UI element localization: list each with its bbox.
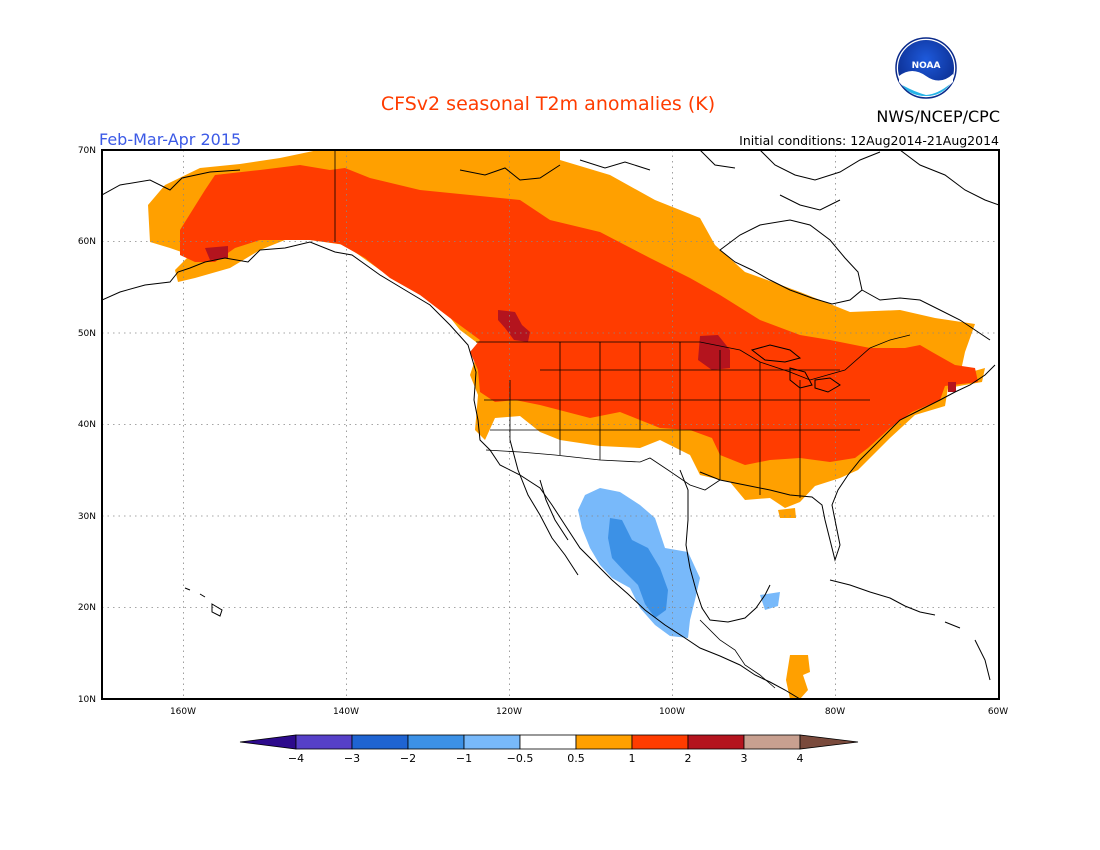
colorbar-end-high (799, 734, 859, 750)
lon-label: 60W (988, 707, 1008, 717)
anomaly-region-central-america (786, 655, 810, 699)
map-panel (102, 150, 999, 699)
logo-text: NOAA (912, 61, 941, 71)
lon-label: 160W (170, 707, 196, 717)
lat-label: 50N (78, 329, 96, 339)
colorbar-tick-label: −1 (456, 752, 472, 765)
colorbar-segment (351, 734, 409, 750)
lon-label: 80W (825, 707, 845, 717)
lon-label: 140W (333, 707, 359, 717)
lat-label: 70N (78, 146, 96, 156)
anomaly-region-2-3-northeast (948, 382, 956, 392)
anomaly-region-2-3 (205, 246, 228, 260)
colorbar-segment (687, 734, 745, 750)
agency-label: NWS/NCEP/CPC (876, 107, 1000, 126)
colorbar-segment (295, 734, 353, 750)
anomaly-region-2-3-rockies (498, 310, 530, 342)
anomaly-region-florida-panhandle (778, 508, 796, 518)
longitude-axis: 160W 140W 120W 100W 80W 60W (170, 707, 1008, 717)
anomaly-region-2-3-plains (698, 335, 730, 370)
colorbar-end-low (239, 734, 297, 750)
anomaly-region-1-2 (180, 165, 978, 465)
political-borders (334, 150, 911, 689)
init-conditions-label: Initial conditions: 12Aug2014-21Aug2014 (739, 133, 999, 148)
gridlines (102, 150, 999, 699)
colorbar-tick-label: 0.5 (567, 752, 585, 765)
colorbar-tick-label: 2 (685, 752, 692, 765)
anomaly-region-minus-1-minus-2 (608, 518, 668, 618)
colorbar-tick-label: −0.5 (507, 752, 534, 765)
colorbar-segment (407, 734, 465, 750)
lat-label: 40N (78, 420, 96, 430)
lat-label: 10N (78, 695, 96, 705)
colorbar-tick-label: 3 (741, 752, 748, 765)
chart-title: CFSv2 seasonal T2m anomalies (K) (381, 93, 715, 115)
lat-label: 20N (78, 603, 96, 613)
noaa-logo: NOAA (895, 37, 957, 99)
colorbar-tick-label: −3 (344, 752, 360, 765)
colorbar-legend: −4 −3 −2 −1 −0.5 0.5 1 2 3 4 (239, 734, 859, 765)
colorbar-tick-label: 4 (797, 752, 804, 765)
season-label: Feb-Mar-Apr 2015 (99, 130, 241, 149)
lat-label: 60N (78, 237, 96, 247)
colorbar-tick-label: −4 (288, 752, 304, 765)
colorbar-segment (743, 734, 801, 750)
colorbar-segment (519, 734, 577, 750)
lon-label: 120W (496, 707, 522, 717)
map-frame (101, 149, 1000, 700)
colorbar-segment (463, 734, 521, 750)
lat-label: 30N (78, 512, 96, 522)
colorbar-tick-label: 1 (629, 752, 636, 765)
colorbar-segment (631, 734, 689, 750)
lon-label: 100W (659, 707, 685, 717)
colorbar-tick-label: −2 (400, 752, 416, 765)
coastlines (102, 150, 999, 699)
colorbar-segment (575, 734, 633, 750)
anomaly-region-yucatan (760, 592, 780, 610)
latitude-axis: 70N 60N 50N 40N 30N 20N 10N (78, 146, 96, 705)
